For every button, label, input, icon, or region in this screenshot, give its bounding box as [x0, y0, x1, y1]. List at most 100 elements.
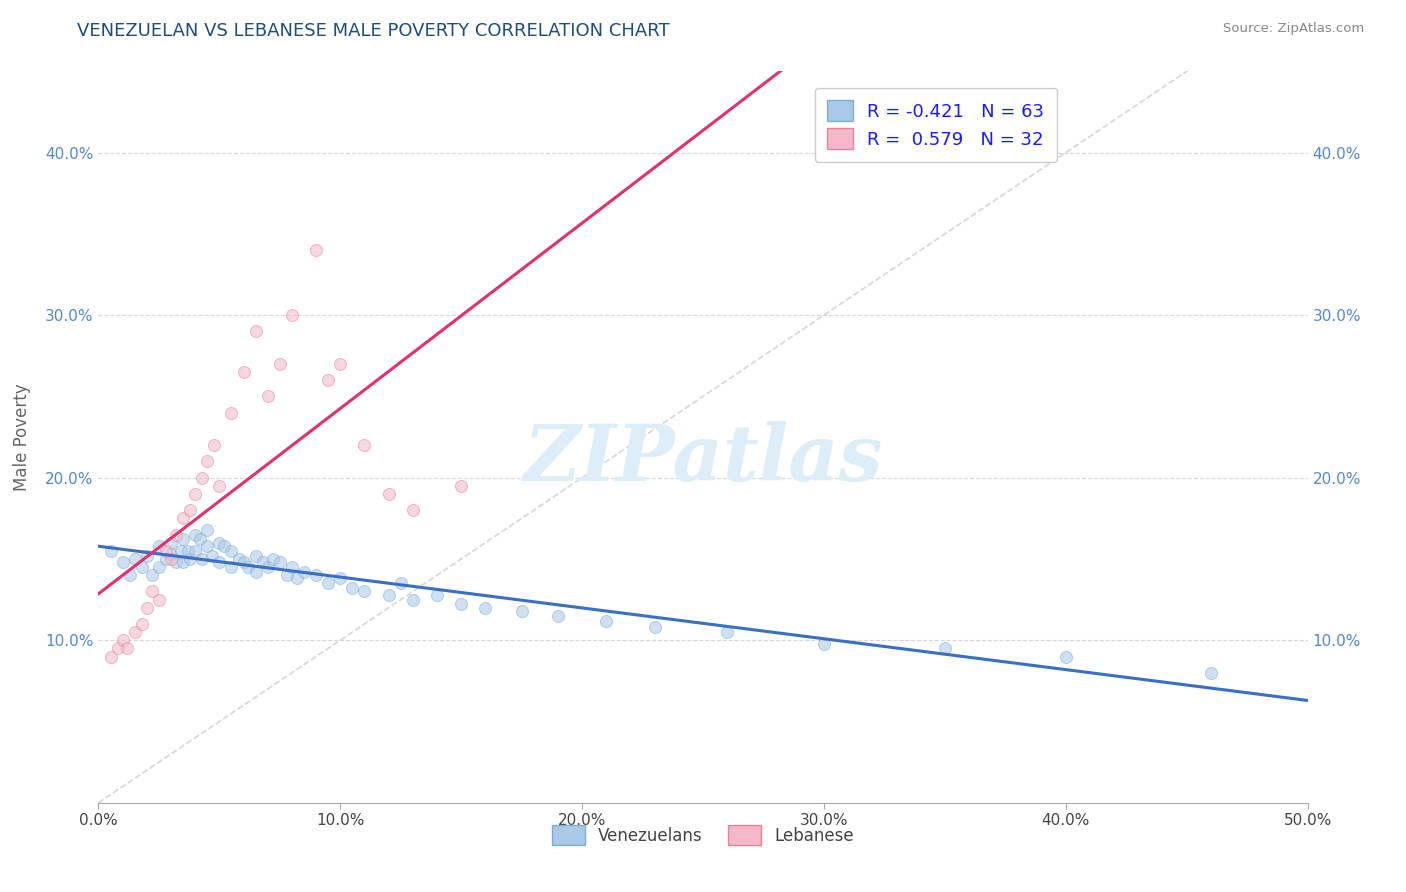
Point	[177, 544, 200, 558]
Point	[813, 636, 835, 650]
Point	[201, 549, 224, 563]
Point	[111, 555, 134, 569]
Point	[256, 560, 278, 574]
Point	[276, 568, 298, 582]
Point	[316, 373, 339, 387]
Point	[353, 438, 375, 452]
Point	[124, 625, 146, 640]
Point	[148, 560, 170, 574]
Point	[245, 549, 267, 563]
Point	[329, 357, 352, 371]
Point	[155, 544, 177, 558]
Point	[316, 576, 339, 591]
Point	[232, 365, 254, 379]
Point	[232, 555, 254, 569]
Point	[100, 544, 122, 558]
Point	[131, 617, 153, 632]
Point	[245, 565, 267, 579]
Point	[195, 539, 218, 553]
Point	[141, 584, 163, 599]
Point	[208, 535, 231, 549]
Point	[172, 511, 194, 525]
Point	[934, 641, 956, 656]
Point	[124, 552, 146, 566]
Point	[148, 592, 170, 607]
Point	[644, 620, 666, 634]
Text: ZIPatlas: ZIPatlas	[523, 421, 883, 497]
Point	[179, 552, 201, 566]
Point	[342, 581, 364, 595]
Point	[100, 649, 122, 664]
Legend: Venezuelans, Lebanese: Venezuelans, Lebanese	[543, 817, 863, 853]
Point	[262, 552, 284, 566]
Point	[285, 572, 308, 586]
Point	[426, 588, 449, 602]
Point	[269, 357, 291, 371]
Point	[281, 560, 304, 574]
Point	[135, 549, 157, 563]
Point	[155, 552, 177, 566]
Point	[221, 560, 243, 574]
Point	[238, 560, 260, 574]
Point	[474, 600, 496, 615]
Point	[191, 471, 214, 485]
Point	[245, 325, 267, 339]
Point	[221, 544, 243, 558]
Point	[221, 406, 243, 420]
Point	[450, 479, 472, 493]
Point	[1199, 665, 1222, 680]
Point	[131, 560, 153, 574]
Point	[256, 389, 278, 403]
Point	[305, 568, 328, 582]
Point	[165, 555, 187, 569]
Point	[160, 535, 183, 549]
Point	[389, 576, 412, 591]
Text: Source: ZipAtlas.com: Source: ZipAtlas.com	[1223, 22, 1364, 36]
Point	[228, 552, 250, 566]
Point	[547, 608, 569, 623]
Point	[1054, 649, 1077, 664]
Point	[191, 552, 214, 566]
Point	[252, 555, 274, 569]
Point	[141, 568, 163, 582]
Point	[281, 308, 304, 322]
Point	[212, 539, 235, 553]
Point	[179, 503, 201, 517]
Point	[107, 641, 129, 656]
Point	[204, 438, 226, 452]
Point	[377, 487, 399, 501]
Point	[118, 568, 141, 582]
Point	[353, 584, 375, 599]
Point	[595, 614, 617, 628]
Point	[165, 527, 187, 541]
Point	[117, 641, 139, 656]
Point	[208, 479, 231, 493]
Text: VENEZUELAN VS LEBANESE MALE POVERTY CORRELATION CHART: VENEZUELAN VS LEBANESE MALE POVERTY CORR…	[77, 22, 669, 40]
Point	[111, 633, 134, 648]
Point	[208, 555, 231, 569]
Point	[716, 625, 738, 640]
Point	[269, 555, 291, 569]
Point	[450, 598, 472, 612]
Point	[160, 552, 183, 566]
Point	[184, 487, 207, 501]
Point	[195, 523, 218, 537]
Point	[184, 544, 207, 558]
Y-axis label: Male Poverty: Male Poverty	[13, 384, 31, 491]
Point	[135, 600, 157, 615]
Point	[329, 572, 352, 586]
Point	[292, 565, 315, 579]
Point	[305, 243, 328, 257]
Point	[188, 533, 211, 547]
Point	[172, 555, 194, 569]
Point	[169, 544, 191, 558]
Point	[377, 588, 399, 602]
Point	[184, 527, 207, 541]
Point	[402, 592, 425, 607]
Point	[195, 454, 218, 468]
Point	[510, 604, 533, 618]
Point	[148, 539, 170, 553]
Point	[172, 533, 194, 547]
Point	[402, 503, 425, 517]
Point	[160, 547, 183, 561]
